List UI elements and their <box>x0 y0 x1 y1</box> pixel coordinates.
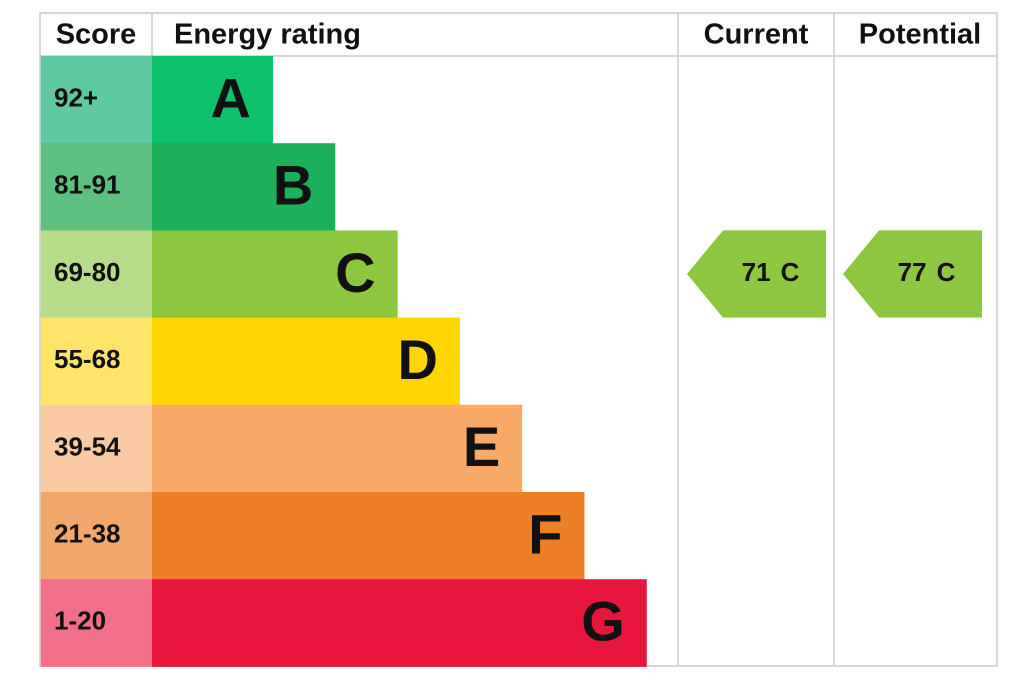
current-band: C <box>781 257 800 287</box>
potential-label: 77 C <box>898 257 956 287</box>
score-label: 81-91 <box>54 170 121 200</box>
rating-bar <box>152 404 523 493</box>
potential-arrow <box>843 230 982 318</box>
header-score: Score <box>56 19 137 51</box>
current-score: 71 <box>742 257 771 287</box>
header-potential: Potential <box>859 19 981 51</box>
rating-bar <box>152 579 647 667</box>
current-arrow <box>687 230 826 318</box>
rating-bar <box>152 56 273 144</box>
score-cell <box>40 492 152 580</box>
score-label: 39-54 <box>54 431 121 461</box>
rating-bar <box>152 317 460 406</box>
potential-band: C <box>937 257 956 287</box>
band-letter: C <box>335 241 375 304</box>
rating-bar <box>152 492 585 580</box>
band-letter: G <box>581 590 625 653</box>
score-cell <box>40 317 152 406</box>
band-letter: B <box>273 154 313 217</box>
score-label: 1-20 <box>54 606 106 636</box>
current-label: 71 C <box>742 257 800 287</box>
score-label: 55-68 <box>54 344 121 374</box>
band-letter: E <box>463 415 500 478</box>
header-energy-rating: Energy rating <box>174 19 361 51</box>
score-cell <box>40 56 152 144</box>
rating-bar <box>152 230 398 319</box>
score-label: 92+ <box>54 82 98 112</box>
score-cell <box>40 404 152 493</box>
score-cell <box>40 143 152 231</box>
score-cell <box>40 230 152 319</box>
score-label: 69-80 <box>54 257 121 287</box>
header-current: Current <box>704 19 809 51</box>
rating-bar <box>152 143 336 231</box>
potential-score: 77 <box>898 257 927 287</box>
band-letter: A <box>211 66 251 129</box>
score-label: 21-38 <box>54 518 121 548</box>
score-cell <box>40 579 152 667</box>
band-letter: D <box>397 328 437 391</box>
band-letter: F <box>528 502 562 565</box>
